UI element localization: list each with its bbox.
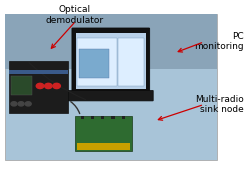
Circle shape (25, 102, 31, 106)
Bar (111, 116, 115, 119)
FancyBboxPatch shape (68, 90, 153, 101)
Bar (91, 116, 94, 119)
Circle shape (18, 102, 24, 106)
FancyArrowPatch shape (29, 63, 85, 100)
Bar (79, 49, 109, 78)
Circle shape (45, 83, 52, 89)
Bar (5, 14, 217, 69)
Bar (101, 116, 104, 119)
Text: Multi-radio
sink node: Multi-radio sink node (195, 95, 244, 114)
FancyArrowPatch shape (71, 102, 80, 114)
Bar (75, 116, 132, 151)
Circle shape (11, 102, 17, 106)
Bar (122, 116, 125, 119)
Bar (119, 38, 144, 86)
Text: PC
monitoring: PC monitoring (194, 32, 244, 52)
Text: Optical
demodulator: Optical demodulator (46, 5, 104, 25)
Circle shape (36, 83, 44, 89)
Bar (9, 61, 68, 113)
Bar (80, 116, 84, 119)
Bar (9, 70, 68, 74)
Bar (5, 14, 217, 160)
FancyBboxPatch shape (72, 28, 150, 93)
Bar (76, 33, 146, 89)
Bar (11, 77, 32, 95)
Bar (77, 38, 117, 86)
Bar (76, 143, 130, 150)
Circle shape (53, 83, 61, 89)
